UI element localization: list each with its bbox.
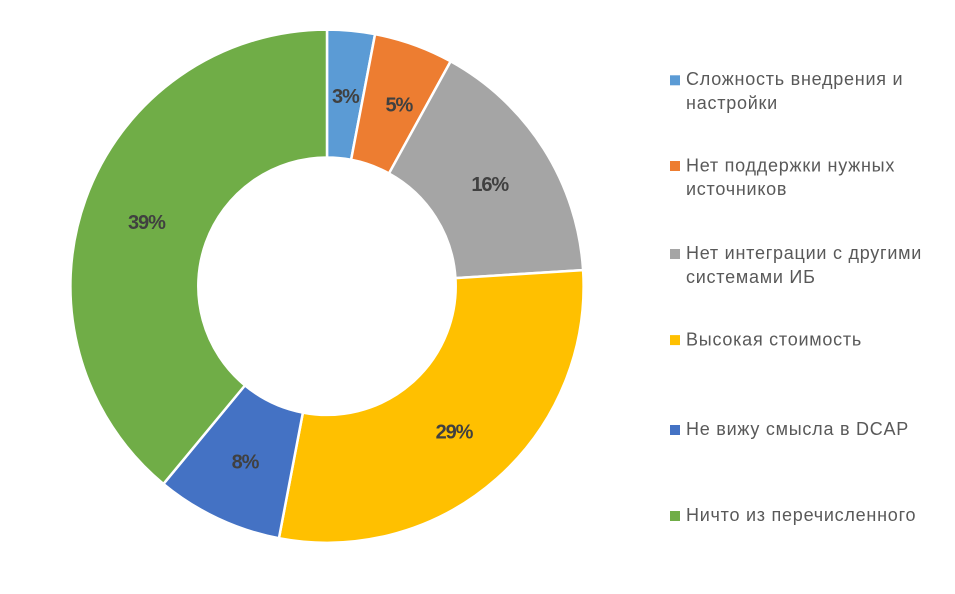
svg-text:39%: 39% bbox=[128, 212, 166, 234]
svg-text:Высокая стоимость: Высокая стоимость bbox=[686, 329, 862, 349]
svg-text:Ничто из перечисленного: Ничто из перечисленного bbox=[686, 505, 916, 525]
svg-text:8%: 8% bbox=[232, 451, 260, 473]
svg-text:источников: источников bbox=[686, 179, 787, 199]
svg-text:Нет поддержки нужных: Нет поддержки нужных bbox=[686, 155, 895, 175]
svg-text:29%: 29% bbox=[436, 421, 474, 443]
svg-text:настройки: настройки bbox=[686, 93, 778, 113]
svg-text:Сложность внедрения и: Сложность внедрения и bbox=[686, 69, 903, 89]
svg-text:3%: 3% bbox=[332, 86, 360, 108]
svg-text:5%: 5% bbox=[386, 94, 414, 116]
svg-text:Не вижу смысла в DCAP: Не вижу смысла в DCAP bbox=[686, 419, 909, 439]
svg-text:16%: 16% bbox=[471, 174, 509, 196]
svg-text:системами ИБ: системами ИБ bbox=[686, 267, 816, 287]
svg-text:Нет интеграции с другими: Нет интеграции с другими bbox=[686, 243, 922, 263]
